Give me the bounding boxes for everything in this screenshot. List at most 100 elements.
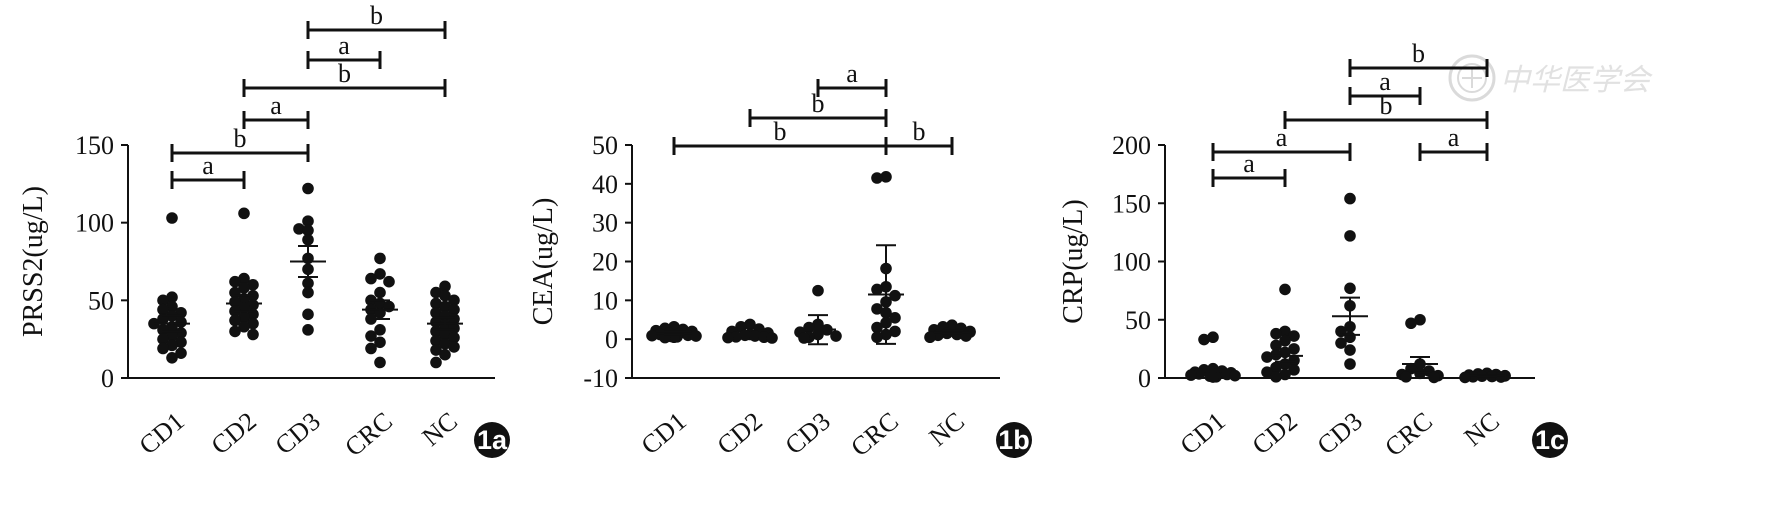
data-point (448, 341, 460, 353)
data-point (175, 347, 187, 359)
data-point (448, 331, 460, 344)
data-point (1207, 331, 1219, 344)
data-point (238, 282, 250, 294)
data-point (247, 328, 259, 341)
x-category-label: CD1 (1175, 406, 1231, 460)
data-point (439, 348, 451, 361)
y-tick-label: 40 (592, 170, 618, 199)
data-point (383, 275, 395, 288)
y-axis-title: CEA(ug/L) (528, 198, 559, 326)
significance-label: a (1276, 123, 1288, 152)
data-point (1198, 333, 1210, 346)
x-category-label: NC (417, 406, 463, 451)
data-point (166, 300, 178, 313)
data-point (439, 289, 451, 302)
significance-label: b (370, 1, 383, 30)
x-category-label: CD3 (1312, 406, 1368, 460)
data-point (1270, 361, 1282, 374)
x-category-label: CD1 (636, 406, 692, 460)
data-point (238, 272, 250, 285)
data-point (302, 224, 314, 237)
data-point (1279, 334, 1291, 347)
data-point (302, 286, 314, 299)
significance-label: a (202, 151, 214, 180)
data-point (722, 331, 734, 344)
data-point (1414, 367, 1426, 380)
data-point (1344, 282, 1356, 295)
y-tick-label: 10 (592, 286, 618, 315)
data-point (430, 344, 442, 356)
watermark-text: 中华医学会 (1500, 63, 1653, 98)
panel-tag-label: 1a (477, 425, 508, 455)
significance-label: b (913, 117, 926, 146)
significance-label: a (270, 91, 282, 120)
data-point (374, 336, 386, 349)
data-point (247, 299, 259, 311)
y-tick-label: 50 (592, 131, 618, 160)
data-point (1288, 354, 1300, 367)
data-point (175, 336, 187, 349)
data-point (302, 215, 314, 227)
data-point (430, 306, 442, 319)
panel-tag-badge (474, 422, 510, 458)
y-tick-label: -10 (583, 364, 618, 393)
data-point (871, 283, 883, 296)
data-point (889, 312, 901, 324)
significance-label: a (1448, 123, 1460, 152)
data-point (448, 294, 460, 307)
data-point (1185, 369, 1197, 381)
y-tick-label: 150 (1112, 189, 1151, 218)
data-point (430, 316, 442, 328)
y-tick-label: 50 (88, 286, 114, 315)
data-point (1400, 371, 1412, 383)
y-tick-label: 0 (101, 364, 114, 393)
data-point (166, 330, 178, 342)
data-point (374, 286, 386, 299)
data-point (1335, 337, 1347, 349)
data-point (1279, 283, 1291, 296)
data-point (1414, 313, 1426, 326)
y-axis-title: CRP(ug/L) (1058, 199, 1089, 323)
data-point (871, 331, 883, 344)
data-point (439, 310, 451, 322)
y-tick-label: 30 (592, 209, 618, 238)
x-category-label: CRC (845, 406, 903, 462)
data-point (646, 329, 658, 342)
data-point (1270, 371, 1282, 383)
x-category-label: CD1 (134, 406, 190, 460)
x-category-label: CD3 (780, 406, 836, 460)
watermark-seal: 中华医学会 (1448, 54, 1653, 102)
y-tick-label: 100 (1112, 248, 1151, 277)
significance-label: a (1379, 67, 1391, 96)
data-point (1459, 371, 1471, 384)
data-point (430, 356, 442, 369)
y-tick-label: 50 (1125, 306, 1151, 335)
data-point (1495, 371, 1507, 383)
data-point (690, 330, 702, 342)
data-point (365, 330, 377, 342)
data-point (157, 333, 169, 345)
data-point (238, 311, 250, 324)
data-point (157, 303, 169, 316)
data-point (1344, 344, 1356, 356)
data-point (1279, 368, 1291, 381)
significance-label: b (1412, 39, 1425, 68)
data-point (374, 268, 386, 280)
data-point (247, 317, 259, 330)
data-point (430, 334, 442, 347)
data-point (812, 284, 824, 297)
data-point (1428, 371, 1440, 384)
data-point (302, 324, 314, 336)
data-point (157, 294, 169, 307)
significance-label: a (1243, 149, 1255, 178)
data-point (229, 325, 241, 338)
data-point (1229, 369, 1241, 382)
data-point (166, 212, 178, 224)
x-category-label: CD2 (712, 406, 768, 460)
data-point (166, 352, 178, 364)
data-point (430, 297, 442, 310)
data-point (166, 291, 178, 304)
data-point (229, 296, 241, 308)
data-point (302, 277, 314, 290)
data-point (889, 325, 901, 338)
